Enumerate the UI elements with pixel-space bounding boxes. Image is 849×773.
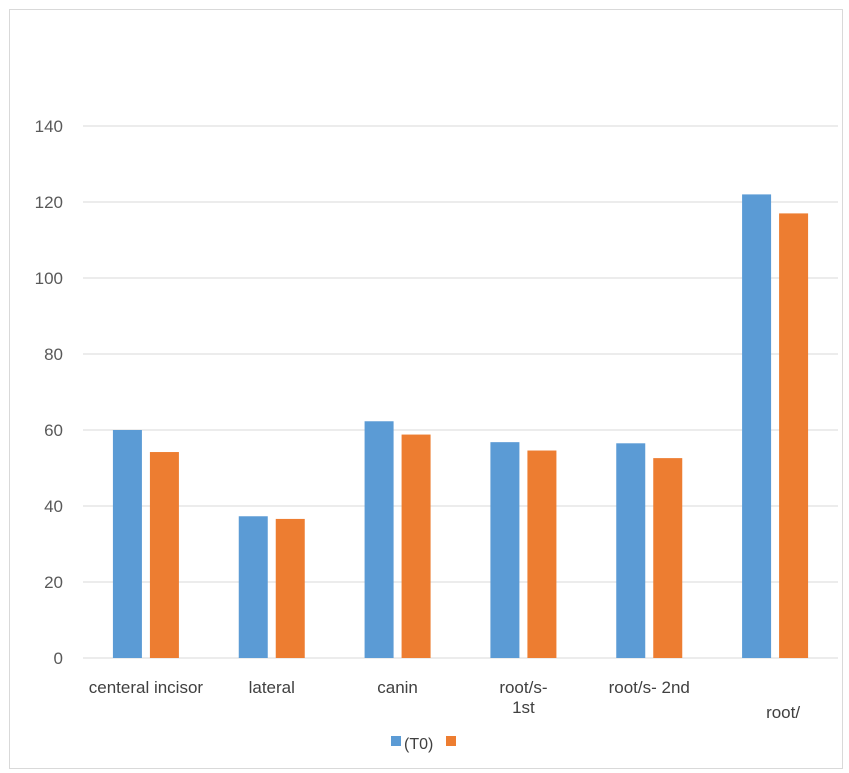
legend-label-1: (T0) — [404, 736, 433, 753]
x-category-label: root/s- — [499, 678, 547, 697]
bar-series-2-0 — [149, 452, 179, 658]
bar-series-1-4 — [616, 443, 646, 658]
y-axis-ticks: 0 20 40 60 80 100 120 140 — [35, 117, 63, 668]
legend: (T0) — [391, 736, 456, 753]
y-tick-label: 40 — [44, 497, 63, 516]
bar-series-1-0 — [112, 430, 142, 658]
x-axis-labels: centeral incisor lateral canin root/s-1st ro… — [89, 678, 801, 722]
y-tick-label: 80 — [44, 345, 63, 364]
y-tick-label: 120 — [35, 193, 63, 212]
bar-series-1-1 — [238, 516, 268, 658]
bar-series-2-1 — [275, 518, 305, 658]
x-category-label: 1st — [512, 698, 535, 717]
y-tick-label: 20 — [44, 573, 63, 592]
bar-series-1-2 — [364, 421, 394, 658]
x-category-label: root/s- 2nd — [609, 678, 690, 697]
gridlines — [83, 125, 838, 659]
y-tick-label: 140 — [35, 117, 63, 136]
y-tick-label: 100 — [35, 269, 63, 288]
bar-series-2-5 — [779, 213, 809, 658]
y-tick-label: 0 — [54, 649, 63, 668]
x-category-label: canin — [377, 678, 418, 697]
bar-series-2-4 — [653, 458, 683, 658]
bar-series-2-2 — [401, 434, 431, 658]
x-category-label: root/ — [766, 703, 800, 722]
x-category-label: lateral — [249, 678, 295, 697]
bar-series-1-5 — [742, 194, 772, 658]
bar-series-2-3 — [527, 450, 557, 658]
bars — [112, 194, 809, 658]
legend-swatch-1 — [391, 736, 401, 746]
x-category-label: centeral incisor — [89, 678, 204, 697]
y-tick-label: 60 — [44, 421, 63, 440]
bar-series-1-3 — [490, 442, 520, 658]
legend-swatch-2 — [446, 736, 456, 746]
